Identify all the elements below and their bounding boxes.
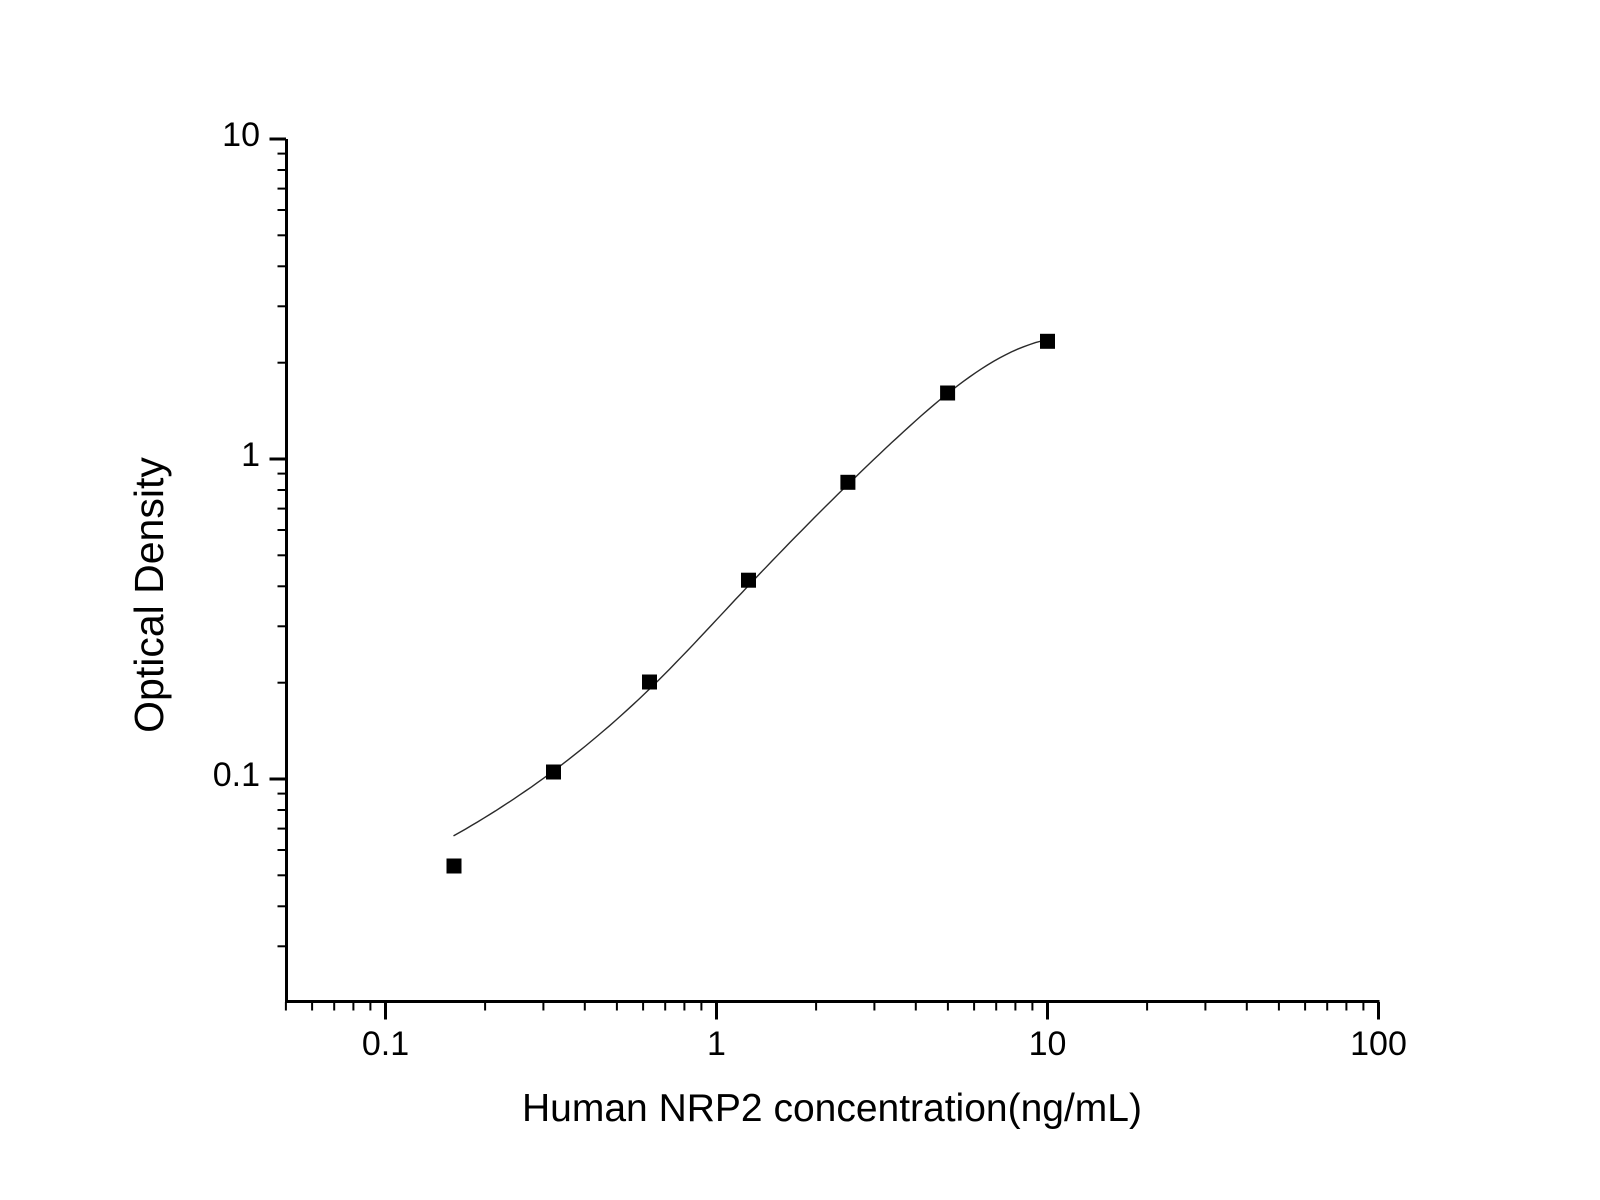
svg-text:10: 10 xyxy=(1029,1025,1067,1063)
svg-text:10: 10 xyxy=(222,116,260,154)
svg-text:1: 1 xyxy=(707,1025,726,1063)
svg-text:100: 100 xyxy=(1350,1025,1407,1063)
svg-text:0.1: 0.1 xyxy=(213,756,260,794)
svg-text:Optical Density: Optical Density xyxy=(126,457,172,733)
svg-text:Human NRP2 concentration(ng/mL: Human NRP2 concentration(ng/mL) xyxy=(522,1087,1142,1130)
svg-text:0.1: 0.1 xyxy=(362,1025,409,1063)
svg-text:1: 1 xyxy=(241,436,260,474)
